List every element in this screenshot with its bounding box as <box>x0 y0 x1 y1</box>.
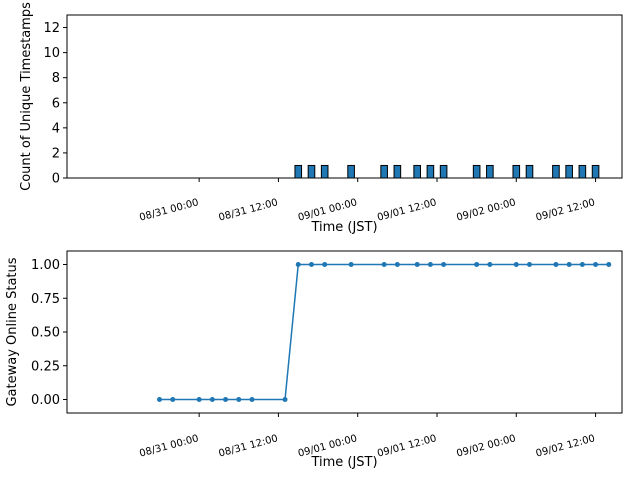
data-point <box>527 262 532 267</box>
bar <box>578 164 587 179</box>
y-tick-label: 0.00 <box>31 393 60 408</box>
bar <box>393 164 402 179</box>
bar <box>320 164 329 179</box>
bar <box>486 164 494 179</box>
data-point <box>348 262 354 267</box>
x-tick-label: 09/02 12:00 <box>535 197 597 223</box>
data-point <box>606 262 612 267</box>
data-point <box>487 262 493 267</box>
data-point <box>209 397 215 402</box>
x-tick-label: 09/02 12:00 <box>535 433 597 459</box>
y-tick-label: 0 <box>52 172 60 187</box>
y-axis-label: Count of Unique Timestamps <box>19 2 34 191</box>
line-series <box>157 262 612 402</box>
x-axis-label: Time (JST) <box>310 455 377 470</box>
y-tick-label: 8 <box>52 71 60 86</box>
x-axis-ticks: 08/31 00:00 08/31 12:00 09/01 00:00 09/01 1… <box>138 178 596 224</box>
data-point <box>249 397 255 402</box>
x-tick-label: 08/31 00:00 <box>138 433 200 459</box>
bar <box>591 164 600 179</box>
bar-series <box>294 164 600 179</box>
status-line <box>159 263 609 401</box>
bar <box>525 164 534 179</box>
y-tick-label: 12 <box>43 21 60 36</box>
data-point <box>474 262 480 267</box>
data-point <box>236 397 242 402</box>
x-tick-label: 09/02 00:00 <box>455 433 517 459</box>
y-axis-label: Gateway Online Status <box>5 257 20 406</box>
y-tick-label: 4 <box>52 121 60 136</box>
x-tick-label: 08/31 12:00 <box>218 197 280 223</box>
axes-frame <box>66 14 623 179</box>
data-point <box>553 262 559 267</box>
x-axis-label: Time (JST) <box>310 220 377 235</box>
bar <box>347 164 355 179</box>
bar <box>512 164 521 179</box>
data-point <box>282 397 288 402</box>
bar <box>472 164 481 179</box>
data-point <box>381 262 387 267</box>
line-chart-gateway-status: 0.00 0.25 0.50 0.75 1.00 08/31 00:00 08/31 12… <box>5 250 623 470</box>
x-tick-label: 09/01 12:00 <box>376 197 438 223</box>
bar <box>294 164 303 179</box>
x-axis-ticks: 08/31 00:00 08/31 12:00 09/01 00:00 09/01 1… <box>138 413 596 460</box>
data-point <box>308 262 314 267</box>
y-tick-label: 2 <box>52 146 60 161</box>
data-point <box>394 262 400 267</box>
bar <box>426 164 435 179</box>
y-tick-label: 0.50 <box>31 326 60 341</box>
y-tick-label: 6 <box>52 96 60 111</box>
bar <box>380 164 388 179</box>
y-tick-label: 0.75 <box>31 292 60 307</box>
bar <box>439 164 448 179</box>
data-point <box>414 262 420 267</box>
data-point <box>157 397 162 402</box>
x-tick-label: 08/31 00:00 <box>138 197 200 223</box>
data-point <box>427 262 433 267</box>
bar <box>552 164 560 179</box>
data-point <box>579 262 585 267</box>
y-tick-label: 0.25 <box>31 359 60 374</box>
bar <box>307 164 316 179</box>
y-tick-label: 10 <box>43 46 60 61</box>
axes-frame <box>66 250 623 414</box>
data-point <box>322 262 328 267</box>
y-tick-label: 1.00 <box>31 258 60 273</box>
y-axis-ticks: 0 2 4 6 8 10 12 <box>43 21 67 187</box>
bar <box>565 164 573 179</box>
x-tick-label: 09/02 00:00 <box>455 197 517 223</box>
data-point <box>593 262 599 267</box>
data-point <box>223 397 229 402</box>
data-point <box>441 262 447 267</box>
x-tick-label: 09/01 12:00 <box>376 433 438 459</box>
data-point <box>196 397 202 402</box>
data-point <box>513 262 519 267</box>
y-axis-ticks: 0.00 0.25 0.50 0.75 1.00 <box>31 258 67 408</box>
x-tick-label: 08/31 12:00 <box>218 433 280 459</box>
data-point <box>295 262 301 267</box>
bar <box>413 164 421 179</box>
data-point <box>170 397 176 402</box>
data-point <box>566 262 572 267</box>
